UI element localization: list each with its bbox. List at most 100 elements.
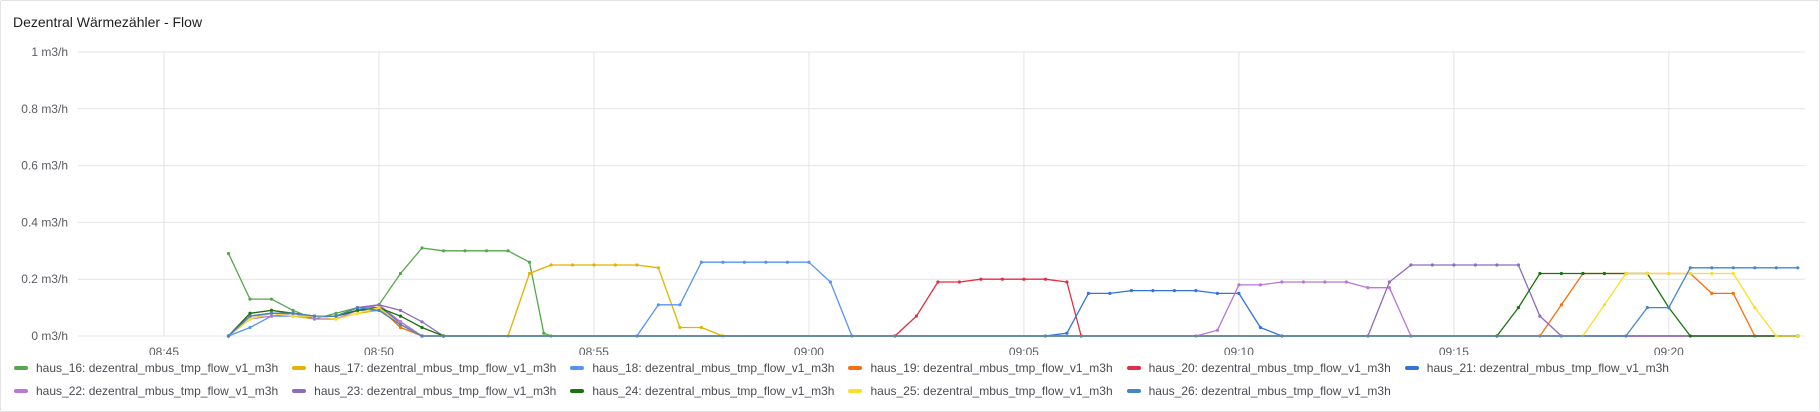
data-point [334, 317, 338, 321]
legend-item[interactable]: haus_19: dezentral_mbus_tmp_flow_v1_m3h [848, 360, 1113, 376]
data-point [1559, 303, 1563, 307]
legend-item[interactable]: haus_25: dezentral_mbus_tmp_flow_v1_m3h [848, 383, 1113, 399]
data-point [549, 263, 553, 267]
legend-item[interactable]: haus_26: dezentral_mbus_tmp_flow_v1_m3h [1126, 383, 1391, 399]
legend-item[interactable]: haus_23: dezentral_mbus_tmp_flow_v1_m3h [292, 383, 556, 399]
legend-item[interactable]: haus_17: dezentral_mbus_tmp_flow_v1_m3h [292, 360, 556, 376]
series-line[interactable] [228, 281, 1798, 337]
legend-swatch [292, 366, 307, 370]
grid [78, 51, 1805, 337]
data-point [463, 249, 467, 253]
series-line[interactable] [228, 289, 1798, 337]
data-point [1344, 280, 1348, 284]
y-tick-label: 0 m3/h [31, 329, 68, 343]
data-point [420, 325, 424, 330]
data-point [1366, 286, 1370, 290]
series-line[interactable] [228, 264, 1798, 337]
legend-label: haus_26: dezentral_mbus_tmp_flow_v1_m3h [1148, 384, 1391, 398]
x-axis: 08:45 08:50 08:55 09:00 09:05 09:10 09:15 09:20 [149, 345, 1684, 355]
data-point [1387, 286, 1391, 290]
data-point [1516, 263, 1520, 267]
data-point [764, 260, 768, 264]
legend-swatch [14, 389, 28, 393]
legend-item[interactable]: haus_20: dezentral_mbus_tmp_flow_v1_m3h [1126, 360, 1391, 376]
x-tick-label: 08:55 [579, 345, 609, 355]
data-point [269, 308, 274, 312]
legend-item[interactable]: haus_21: dezentral_mbus_tmp_flow_v1_m3h [1404, 360, 1669, 376]
legend-label: haus_25: dezentral_mbus_tmp_flow_v1_m3h [870, 384, 1113, 398]
data-point [1000, 277, 1005, 281]
x-tick-label: 08:45 [149, 345, 179, 355]
data-point [1688, 271, 1692, 276]
series-line[interactable] [228, 267, 1798, 337]
data-point [1602, 271, 1606, 276]
legend-swatch [1126, 366, 1141, 370]
data-point [1538, 314, 1542, 318]
data-point [527, 260, 532, 264]
data-point [1237, 291, 1241, 295]
data-point [1774, 266, 1778, 270]
data-point [1710, 291, 1714, 295]
data-point [226, 252, 231, 256]
data-point [678, 325, 682, 330]
data-point [1710, 266, 1714, 270]
data-point [1774, 334, 1778, 338]
data-point [570, 263, 575, 267]
y-tick-label: 0.8 m3/h [21, 102, 68, 116]
data-point [1280, 280, 1284, 284]
series-line[interactable] [228, 278, 1798, 337]
legend-item[interactable]: haus_24: dezentral_mbus_tmp_flow_v1_m3h [570, 383, 834, 399]
legend-item[interactable]: haus_22: dezentral_mbus_tmp_flow_v1_m3h [14, 383, 278, 399]
series-line[interactable] [228, 264, 1798, 337]
series-2[interactable] [226, 260, 1800, 338]
series-9[interactable] [226, 271, 1800, 338]
data-point [527, 271, 532, 276]
series-8[interactable] [226, 271, 1800, 338]
data-point [678, 303, 682, 307]
data-point [1409, 263, 1413, 267]
x-tick-label: 09:05 [1009, 345, 1039, 355]
flow-chart[interactable]: 0 m3/h 0.2 m3/h 0.4 m3/h 0.6 m3/h 0.8 m3/h 1 … [0, 0, 1820, 355]
data-point [398, 323, 403, 327]
data-point [914, 314, 919, 318]
series-3[interactable] [226, 271, 1800, 338]
legend-swatch [1404, 366, 1419, 370]
panel-header[interactable]: Dezentral Wärmezähler - Flow [13, 12, 202, 32]
legend-label: haus_17: dezentral_mbus_tmp_flow_v1_m3h [314, 361, 557, 375]
data-point [1753, 306, 1757, 310]
data-point [334, 314, 338, 318]
data-point [420, 320, 424, 324]
data-point [377, 308, 381, 312]
series-line[interactable] [227, 247, 1798, 337]
series-0[interactable] [226, 246, 1800, 338]
data-point [592, 263, 596, 267]
data-point [420, 334, 424, 338]
legend-item[interactable]: haus_16: dezentral_mbus_tmp_flow_v1_m3h [14, 360, 278, 376]
series-4[interactable] [226, 277, 1800, 338]
y-tick-label: 0.2 m3/h [21, 272, 68, 286]
series-10[interactable] [226, 266, 1800, 338]
series-1[interactable] [226, 263, 1800, 338]
data-point [807, 260, 811, 264]
x-tick-label: 09:20 [1654, 345, 1684, 355]
data-point [979, 277, 983, 281]
data-point [1086, 291, 1090, 295]
data-point [1258, 325, 1262, 330]
data-point [1731, 266, 1735, 270]
data-point [1731, 271, 1735, 276]
data-point [377, 303, 381, 307]
data-point [1581, 271, 1585, 276]
data-point [1796, 266, 1800, 270]
series-6[interactable] [226, 280, 1800, 338]
data-point [398, 271, 403, 276]
legend-swatch [1126, 389, 1141, 393]
data-point [1602, 303, 1606, 307]
data-point [355, 306, 360, 310]
data-point [291, 314, 295, 318]
data-point [398, 320, 403, 324]
series-5[interactable] [226, 289, 1800, 338]
data-point [785, 260, 790, 264]
series-7[interactable] [226, 263, 1800, 338]
legend-item[interactable]: haus_18: dezentral_mbus_tmp_flow_v1_m3h [570, 360, 834, 376]
